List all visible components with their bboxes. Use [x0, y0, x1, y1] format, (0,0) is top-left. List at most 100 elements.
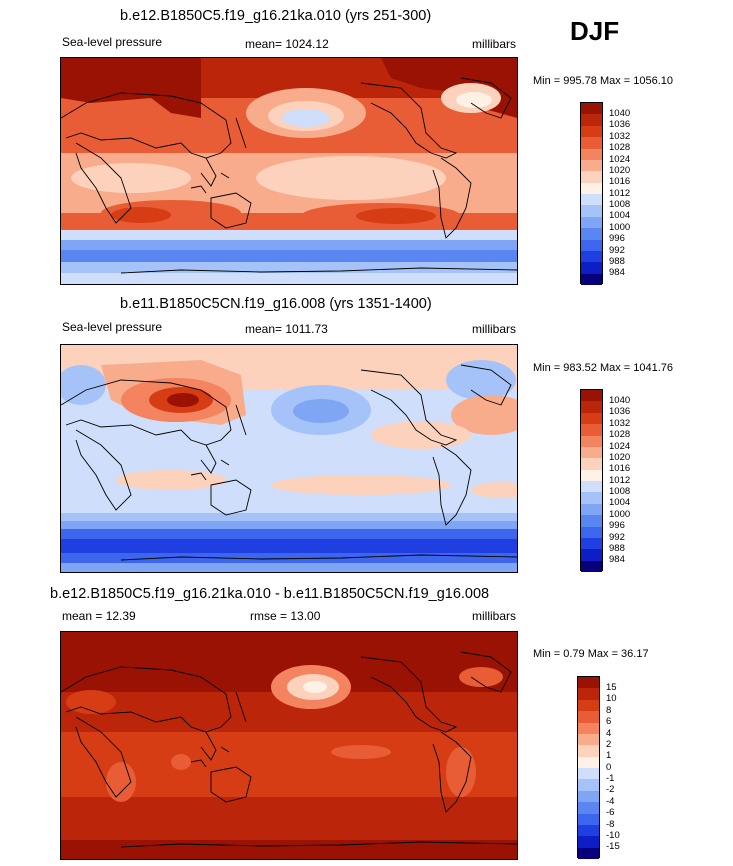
- panel-3-colorbar-label: -10: [606, 829, 620, 841]
- panel-3-colorbar-label: 10: [606, 693, 617, 705]
- panel-2-colorbar-swatch-12: [581, 515, 602, 527]
- panel-3-colorbar-label: -8: [606, 818, 615, 830]
- panel-3-colorbar-swatch-6: [578, 733, 599, 746]
- panel-1-colorbar-swatch-5: [581, 148, 602, 160]
- panel-2-colorbar-swatch-9: [581, 481, 602, 493]
- panel-1-colorbar-label: 1032: [609, 130, 631, 142]
- panel-2-colorbar-label: 1012: [609, 474, 631, 486]
- panel-3-minmax: Min = 0.79 Max = 36.17: [533, 648, 649, 660]
- panel-3-colorbar-swatch-4: [578, 711, 599, 723]
- panel-3-colorbar-swatch-9: [578, 768, 599, 780]
- panel-1-colorbar-swatch-14: [581, 250, 602, 263]
- panel-2-colorbar-label: 1004: [609, 497, 631, 509]
- panel-3-colorbar-swatch-12: [578, 802, 599, 814]
- panel-3-colorbar-label: -6: [606, 807, 615, 819]
- panel-3-colorbar-label: 6: [606, 716, 612, 728]
- panel-2-colorbar-swatch-10: [581, 492, 602, 504]
- panel-2-colorbar-swatch-15: [581, 549, 602, 561]
- panel-3-colorbar-label: 4: [606, 727, 612, 739]
- panel-2-colorbar-swatch-2: [581, 401, 602, 413]
- panel-3-colorbar-label: -2: [606, 784, 615, 796]
- panel-3-mean-label: mean = 12.39: [62, 609, 136, 623]
- panel-2-minmax: Min = 983.52 Max = 1041.76: [533, 362, 674, 374]
- panel-3-colorbar-swatch-1: [578, 677, 599, 689]
- panel-3-units-label: millibars: [472, 609, 517, 623]
- panel-1-colorbar-swatch-11: [581, 216, 602, 229]
- panel-2-colorbar-swatch-14: [581, 537, 602, 550]
- panel-2-colorbar-swatch-4: [581, 424, 602, 436]
- panel-1-mean-label: mean= 1024.12: [245, 37, 329, 51]
- panel-1-colorbar-label: 1020: [609, 164, 631, 176]
- panel-1-colorbar-label: 1036: [609, 119, 631, 131]
- panel-2-colorbar-label: 1024: [609, 440, 631, 452]
- panel-2-colorbar-swatch-6: [581, 446, 602, 459]
- panel-1-colorbar-label: 992: [609, 244, 625, 256]
- panel-1-units-label: millibars: [472, 37, 517, 51]
- panel-1-colorbar-label: 984: [609, 267, 625, 279]
- panel-1-colorbar-label: 996: [609, 233, 625, 245]
- panel-1-colorbar-swatch-13: [581, 239, 602, 251]
- panel-1-title: b.e12.B1850C5.f19_g16.21ka.010 (yrs 251-…: [120, 8, 432, 24]
- panel-1-colorbar-label: 1028: [609, 142, 631, 154]
- panel-2-colorbar-label: 1036: [609, 406, 631, 418]
- panel-3-rmse-label: rmse = 13.00: [250, 609, 321, 623]
- panel-3-colorbar-swatch-10: [578, 779, 599, 791]
- panel-2-colorbar-swatch-1: [581, 390, 602, 402]
- panel-3-colorbar-swatch-3: [578, 699, 599, 712]
- panel-1-colorbar-swatch-16: [581, 273, 602, 285]
- panel-2-units-label: millibars: [472, 322, 517, 336]
- panel-1-colorbar-label: 1024: [609, 153, 631, 165]
- panel-3-colorbar-label: 2: [606, 738, 612, 750]
- panel-2-colorbar-label: 984: [609, 554, 625, 566]
- panel-1-colorbar-swatch-1: [581, 103, 602, 115]
- panel-1-colorbar-swatch-3: [581, 125, 602, 138]
- panel-1-variable-label: Sea-level pressure: [62, 35, 163, 49]
- panel-2-colorbar-swatch-3: [581, 412, 602, 425]
- panel-1-colorbar-label: 1040: [609, 108, 631, 119]
- panel-2-colorbar-swatch-11: [581, 503, 602, 516]
- panel-1-colorbar-swatch-15: [581, 262, 602, 274]
- season-label: DJF: [570, 16, 620, 46]
- panel-1-colorbar-swatch-7: [581, 171, 602, 183]
- panel-1-colorbar-swatch-6: [581, 159, 602, 172]
- panel-1-map: [60, 57, 518, 285]
- panel-2-contour-field: [61, 345, 517, 572]
- panel-1-colorbar-swatch-10: [581, 205, 602, 217]
- panel-2-mean-label: mean= 1011.73: [245, 322, 328, 336]
- panel-3-colorbar-label: 1: [606, 750, 612, 762]
- panel-3-colorbar-label: -15: [606, 841, 620, 853]
- panel-2-colorbar-label: 1008: [609, 486, 631, 497]
- panel-1-minmax: Min = 995.78 Max = 1056.10: [533, 75, 674, 87]
- panel-2-colorbar-label: 996: [609, 520, 625, 532]
- panel-2-colorbar: [580, 389, 603, 572]
- panel-3-colorbar-swatch-15: [578, 836, 599, 848]
- panel-3-colorbar-swatch-16: [578, 847, 599, 859]
- panel-2-colorbar-label: 1020: [609, 451, 631, 463]
- panel-2-colorbar-swatch-8: [581, 469, 602, 481]
- panel-1-colorbar-label: 1016: [609, 176, 631, 188]
- panel-1-colorbar-label: 1004: [609, 210, 631, 222]
- panel-3-colorbar-swatch-2: [578, 688, 599, 700]
- panel-2-colorbar-label: 1028: [609, 429, 631, 441]
- panel-3-colorbar-label: -4: [606, 795, 615, 807]
- panel-2-colorbar-swatch-7: [581, 458, 602, 470]
- panel-2-title: b.e11.B1850C5CN.f19_g16.008 (yrs 1351-14…: [120, 296, 432, 312]
- panel-3-colorbar-label: 8: [606, 704, 612, 716]
- panel-3-colorbar-swatch-11: [578, 790, 599, 803]
- panel-2-colorbar-swatch-5: [581, 435, 602, 447]
- panel-3-colorbar: [577, 676, 600, 859]
- panel-1-colorbar-label: 1008: [609, 199, 631, 210]
- panel-1-colorbar-label: 1000: [609, 221, 631, 233]
- panel-3-contour-field: [61, 632, 517, 859]
- panel-1-colorbar: [580, 102, 603, 285]
- panel-2-colorbar-label: 1040: [609, 395, 631, 406]
- panel-1-colorbar-label: 1012: [609, 187, 631, 199]
- panel-1-colorbar-swatch-8: [581, 182, 602, 194]
- panel-3-map: [60, 631, 518, 860]
- panel-3-colorbar-swatch-13: [578, 813, 599, 825]
- panel-1-colorbar-swatch-4: [581, 137, 602, 149]
- panel-1-colorbar-swatch-2: [581, 114, 602, 126]
- panel-3-colorbar-label: 15: [606, 682, 617, 693]
- panel-3-colorbar-swatch-5: [578, 722, 599, 734]
- panel-2-colorbar-swatch-13: [581, 526, 602, 538]
